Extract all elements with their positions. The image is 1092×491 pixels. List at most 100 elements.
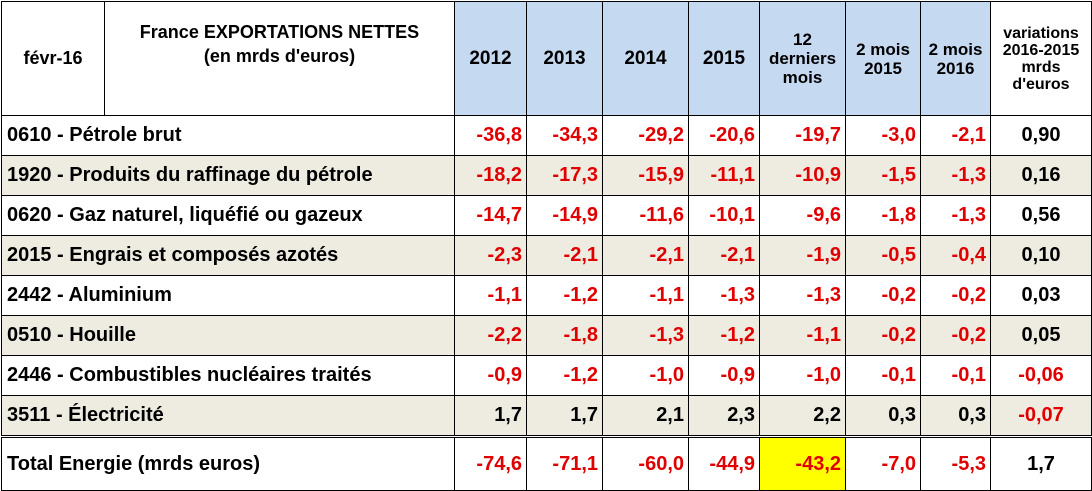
value-cell: -1,0 [602, 355, 689, 396]
value-cell: -0,5 [845, 235, 921, 276]
value-cell: -0,2 [845, 315, 921, 356]
value-cell: -9,6 [759, 195, 846, 236]
value-cell: -1,8 [845, 195, 921, 236]
date-cell: févr-16 [1, 1, 105, 116]
total-value-cell: -44,9 [688, 435, 760, 491]
value-cell: -1,3 [688, 275, 760, 316]
total-value-cell: -71,1 [526, 435, 603, 491]
value-cell: -1,3 [920, 195, 991, 236]
value-cell: -3,0 [845, 115, 921, 156]
table-row: 1920 - Produits du raffinage du pétrole -… [1, 155, 1092, 196]
value-cell: -1,3 [920, 155, 991, 196]
col-12m-line1: 12 [793, 30, 812, 49]
value-cell: 2,2 [759, 395, 846, 437]
col-2m2016-line2: 2016 [936, 58, 975, 78]
total-value-cell: -5,3 [920, 435, 991, 491]
variation-cell: 0,16 [990, 155, 1092, 196]
value-cell: -2,3 [454, 235, 527, 276]
value-cell: -11,6 [602, 195, 689, 236]
total-label: Total Energie (mrds euros) [1, 435, 455, 491]
value-cell: -0,2 [845, 275, 921, 316]
value-cell: -2,2 [454, 315, 527, 356]
value-cell: -0,2 [920, 315, 991, 356]
value-cell: -10,1 [688, 195, 760, 236]
value-cell: -2,1 [602, 235, 689, 276]
row-label: 3511 - Électricité [1, 395, 455, 437]
col-header-variations: variations 2016-2015 mrds d'euros [990, 1, 1092, 116]
value-cell: -1,2 [526, 275, 603, 316]
table-row: 3511 - Électricité 1,7 1,7 2,1 2,3 2,2 0,3 0,3-… [1, 395, 1092, 437]
value-cell: -0,4 [920, 235, 991, 276]
col-header-2m-2016: 2 mois 2016 [920, 1, 991, 116]
total-value-cell: -74,6 [454, 435, 527, 491]
title-unit: (en mrds d'euros) [203, 46, 356, 66]
table-body: 0610 - Pétrole brut -36,8 -34,3 -29,2 -20,6-… [1, 115, 1092, 437]
value-cell: -36,8 [454, 115, 527, 156]
col-12m-line2: derniers [768, 49, 837, 68]
variation-cell: -0,06 [990, 355, 1092, 396]
total-variation-cell: 1,7 [990, 435, 1092, 491]
col-var-line2: 2016-2015 [1002, 41, 1080, 59]
value-cell: -1,1 [454, 275, 527, 316]
value-cell: -1,3 [602, 315, 689, 356]
value-cell: 0,3 [920, 395, 991, 437]
total-12m-highlight-cell: -43,2 [759, 435, 846, 491]
col-header-12-months: 12 derniers mois [759, 1, 846, 116]
col-12m-line3: mois [782, 68, 823, 87]
value-cell: -0,1 [845, 355, 921, 396]
value-cell: -15,9 [602, 155, 689, 196]
value-cell: -1,9 [759, 235, 846, 276]
value-cell: -19,7 [759, 115, 846, 156]
value-cell: -0,9 [454, 355, 527, 396]
table-row: 2446 - Combustibles nucléaires traités -0… [1, 355, 1092, 396]
value-cell: -17,3 [526, 155, 603, 196]
value-cell: 1,7 [526, 395, 603, 437]
value-cell: -2,1 [920, 115, 991, 156]
col-var-line1: variations [1003, 24, 1079, 42]
variation-cell: 0,10 [990, 235, 1092, 276]
variation-cell: -0,07 [990, 395, 1092, 437]
variation-cell: 0,56 [990, 195, 1092, 236]
col-var-line4: d'euros [1012, 75, 1070, 93]
row-label: 0510 - Houille [1, 315, 455, 356]
value-cell: -0,1 [920, 355, 991, 396]
table-row: 2442 - Aluminium -1,1 -1,2 -1,1 -1,3 -1,3 -0,2… [1, 275, 1092, 316]
value-cell: -1,2 [688, 315, 760, 356]
value-cell: -14,9 [526, 195, 603, 236]
value-cell: -1,8 [526, 315, 603, 356]
value-cell: -1,3 [759, 275, 846, 316]
row-label: 2442 - Aluminium [1, 275, 455, 316]
row-label: 1920 - Produits du raffinage du pétrole [1, 155, 455, 196]
value-cell: -0,9 [688, 355, 760, 396]
table-row: 0620 - Gaz naturel, liquéfié ou gazeux -1… [1, 195, 1092, 236]
total-value-cell: -60,0 [602, 435, 689, 491]
value-cell: -20,6 [688, 115, 760, 156]
col-2m2015-line1: 2 mois [856, 39, 910, 59]
row-label: 2015 - Engrais et composés azotés [1, 235, 455, 276]
value-cell: 1,7 [454, 395, 527, 437]
table-row: 2015 - Engrais et composés azotés -2,3 -2,… [1, 235, 1092, 276]
row-label: 0620 - Gaz naturel, liquéfié ou gazeux [1, 195, 455, 236]
col-2m2015-line2: 2015 [864, 58, 902, 78]
row-label: 0610 - Pétrole brut [1, 115, 455, 156]
value-cell: -34,3 [526, 115, 603, 156]
value-cell: -0,2 [920, 275, 991, 316]
row-label: 2446 - Combustibles nucléaires traités [1, 355, 455, 396]
value-cell: 2,3 [688, 395, 760, 437]
table-row: 0610 - Pétrole brut -36,8 -34,3 -29,2 -20,6-… [1, 115, 1092, 156]
value-cell: -2,1 [688, 235, 760, 276]
col-2m2016-line1: 2 mois [928, 39, 983, 59]
value-cell: 2,1 [602, 395, 689, 437]
header-row: févr-16 France EXPORTATIONS NETTES (en m… [1, 1, 1092, 116]
value-cell: -1,1 [759, 315, 846, 356]
col-header-2012: 2012 [454, 1, 527, 116]
table-title: France EXPORTATIONS NETTES (en mrds d'eu… [104, 1, 455, 116]
value-cell: 0,3 [845, 395, 921, 437]
total-value-cell: -7,0 [845, 435, 921, 491]
variation-cell: 0,05 [990, 315, 1092, 356]
value-cell: -10,9 [759, 155, 846, 196]
value-cell: -11,1 [688, 155, 760, 196]
variation-cell: 0,03 [990, 275, 1092, 316]
title-main: EXPORTATIONS NETTES [203, 22, 420, 42]
